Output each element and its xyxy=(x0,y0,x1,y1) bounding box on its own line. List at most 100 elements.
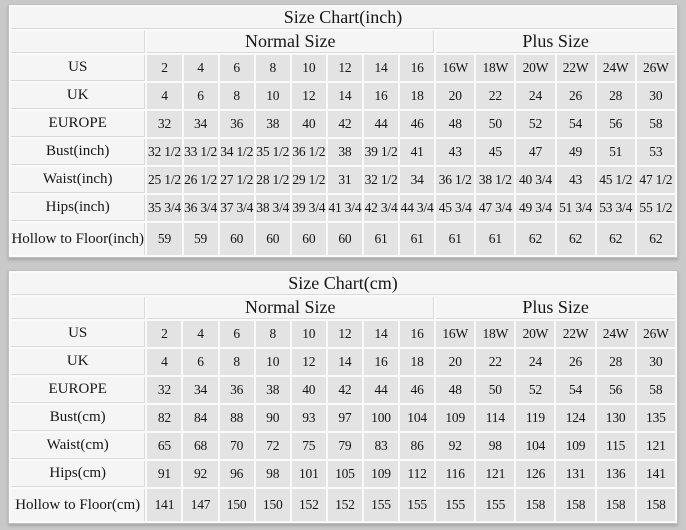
data-cell: 10 xyxy=(255,349,290,375)
data-cell: 61 xyxy=(436,223,475,255)
data-cell: 24 xyxy=(516,349,555,375)
data-cell: 115 xyxy=(596,433,635,459)
data-cell: 126 xyxy=(516,461,555,487)
data-cell: 32 1/2 xyxy=(147,139,182,165)
data-cell: 22W xyxy=(556,321,595,347)
data-cell: 86 xyxy=(400,433,435,459)
data-cell: 12 xyxy=(327,55,362,81)
data-cell: 24 xyxy=(516,83,555,109)
data-cell: 32 xyxy=(147,111,182,137)
data-cell: 52 xyxy=(516,377,555,403)
data-cell: 29 1/2 xyxy=(291,167,326,193)
data-cell: 91 xyxy=(147,461,182,487)
data-cell: 18W xyxy=(476,55,515,81)
group-header-row: Normal Size Plus Size xyxy=(11,31,675,53)
data-cell: 65 xyxy=(147,433,182,459)
row-label: Hips(inch) xyxy=(11,195,146,221)
data-cell: 4 xyxy=(147,83,182,109)
data-cell: 90 xyxy=(255,405,290,431)
table-row: Bust(cm) 82 84 88 90 93 97 100 104 109 114 119 124 13… xyxy=(11,405,675,431)
data-cell: 83 xyxy=(363,433,399,459)
data-cell: 10 xyxy=(291,55,326,81)
row-label: Hollow to Floor(inch) xyxy=(11,223,146,255)
data-cell: 158 xyxy=(556,489,595,521)
data-cell: 16W xyxy=(436,321,475,347)
table-row: Hips(inch) 35 3/4 36 3/4 37 3/4 38 3/4 39 3/4… xyxy=(11,195,675,221)
data-cell: 60 xyxy=(255,223,290,255)
data-cell: 75 xyxy=(291,433,326,459)
data-cell: 14 xyxy=(363,55,399,81)
data-cell: 4 xyxy=(147,349,182,375)
data-cell: 104 xyxy=(516,433,555,459)
data-cell: 34 1/2 xyxy=(219,139,254,165)
row-label: EUROPE xyxy=(11,111,146,137)
data-cell: 36 xyxy=(219,111,254,137)
data-cell: 12 xyxy=(327,321,362,347)
data-cell: 32 xyxy=(147,377,182,403)
data-cell: 130 xyxy=(596,405,635,431)
data-cell: 61 xyxy=(476,223,515,255)
data-cell: 30 xyxy=(636,83,675,109)
data-cell: 47 1/2 xyxy=(636,167,675,193)
data-cell: 16 xyxy=(400,55,435,81)
data-cell: 101 xyxy=(291,461,326,487)
data-cell: 70 xyxy=(219,433,254,459)
size-chart-inch-body: Size Chart(inch) Normal Size Plus Size U… xyxy=(11,7,675,255)
data-cell: 147 xyxy=(183,489,218,521)
data-cell: 6 xyxy=(183,349,218,375)
data-cell: 96 xyxy=(219,461,254,487)
data-cell: 16 xyxy=(400,321,435,347)
table-row: UK 4 6 8 10 12 14 16 18 20 22 24 26 28 30 xyxy=(11,83,675,109)
data-cell: 131 xyxy=(556,461,595,487)
data-cell: 33 1/2 xyxy=(183,139,218,165)
data-cell: 26 xyxy=(556,349,595,375)
data-cell: 28 xyxy=(596,83,635,109)
row-label: UK xyxy=(11,83,146,109)
table-row: Bust(inch) 32 1/2 33 1/2 34 1/2 35 1/2 36 1/2… xyxy=(11,139,675,165)
data-cell: 158 xyxy=(596,489,635,521)
data-cell: 60 xyxy=(291,223,326,255)
data-cell: 116 xyxy=(436,461,475,487)
data-cell: 51 3/4 xyxy=(556,195,595,221)
data-cell: 152 xyxy=(327,489,362,521)
data-cell: 20 xyxy=(436,349,475,375)
data-cell: 46 xyxy=(400,111,435,137)
row-label: EUROPE xyxy=(11,377,146,403)
data-cell: 59 xyxy=(183,223,218,255)
data-cell: 152 xyxy=(291,489,326,521)
table-row: Waist(cm) 65 68 70 72 75 79 83 86 92 98 104 109 115 12… xyxy=(11,433,675,459)
data-cell: 109 xyxy=(556,433,595,459)
size-chart-inch-table: Size Chart(inch) Normal Size Plus Size U… xyxy=(8,4,678,258)
data-cell: 60 xyxy=(219,223,254,255)
data-cell: 45 3/4 xyxy=(436,195,475,221)
data-cell: 14 xyxy=(327,83,362,109)
data-cell: 45 xyxy=(476,139,515,165)
data-cell: 109 xyxy=(436,405,475,431)
data-cell: 50 xyxy=(476,111,515,137)
data-cell: 8 xyxy=(219,349,254,375)
data-cell: 20W xyxy=(516,55,555,81)
data-cell: 121 xyxy=(476,461,515,487)
title-row: Size Chart(cm) xyxy=(11,273,675,295)
data-cell: 48 xyxy=(436,111,475,137)
data-cell: 49 3/4 xyxy=(516,195,555,221)
data-cell: 88 xyxy=(219,405,254,431)
data-cell: 92 xyxy=(436,433,475,459)
data-cell: 79 xyxy=(327,433,362,459)
data-cell: 14 xyxy=(363,321,399,347)
data-cell: 18 xyxy=(400,349,435,375)
data-cell: 38 xyxy=(255,111,290,137)
group-header-row: Normal Size Plus Size xyxy=(11,297,675,319)
data-cell: 52 xyxy=(516,111,555,137)
data-cell: 158 xyxy=(516,489,555,521)
table-row: US 2 4 6 8 10 12 14 16 16W 18W 20W 22W 24W 26W xyxy=(11,55,675,81)
data-cell: 38 xyxy=(327,139,362,165)
data-cell: 121 xyxy=(636,433,675,459)
data-cell: 22 xyxy=(476,349,515,375)
data-cell: 32 1/2 xyxy=(363,167,399,193)
data-cell: 92 xyxy=(183,461,218,487)
data-cell: 24W xyxy=(596,55,635,81)
data-cell: 38 xyxy=(255,377,290,403)
data-cell: 150 xyxy=(255,489,290,521)
data-cell: 40 3/4 xyxy=(516,167,555,193)
